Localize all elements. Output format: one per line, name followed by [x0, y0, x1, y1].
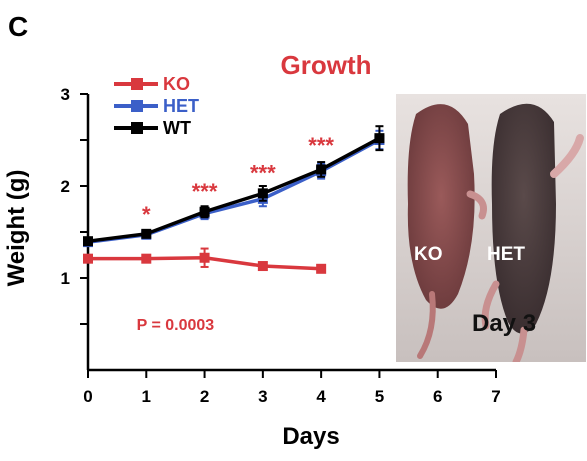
- legend-label: HET: [163, 96, 199, 116]
- significance-stars: ***: [250, 160, 276, 185]
- series-het: [83, 129, 385, 248]
- legend-label: WT: [163, 118, 191, 138]
- series-group: [83, 125, 385, 274]
- series-line: [87, 138, 381, 244]
- significance-stars: *: [142, 202, 151, 227]
- y-tick-label: 3: [61, 85, 70, 104]
- x-tick-label: 6: [433, 387, 442, 406]
- y-ticks: 1 2 3: [61, 85, 88, 325]
- annotations: **********P = 0.0003: [137, 133, 335, 334]
- data-point: [83, 236, 93, 247]
- data-point: [374, 133, 385, 144]
- data-point: [199, 206, 210, 217]
- data-point: [141, 228, 152, 239]
- photo-image: [396, 94, 586, 362]
- x-tick-label: 3: [258, 387, 267, 406]
- chart-title: Growth: [281, 50, 372, 80]
- photo-day-label: Day 3: [472, 310, 537, 337]
- data-point: [199, 252, 210, 263]
- data-point: [316, 164, 327, 175]
- x-tick-label: 5: [375, 387, 384, 406]
- legend-item-ko: KO: [114, 74, 190, 94]
- legend-marker: [131, 78, 143, 90]
- data-point: [141, 253, 152, 264]
- legend-item-het: HET: [114, 96, 199, 116]
- legend-label: KO: [163, 74, 190, 94]
- significance-stars: ***: [192, 179, 218, 204]
- x-tick-label: 0: [83, 387, 92, 406]
- series-ko: [83, 247, 327, 274]
- y-tick-label: 2: [61, 177, 70, 196]
- legend-marker: [131, 122, 143, 134]
- x-axis-label: Days: [282, 423, 339, 450]
- x-tick-label: 1: [142, 387, 151, 406]
- data-point: [316, 263, 327, 274]
- y-tick-label: 1: [61, 269, 70, 288]
- significance-stars: ***: [308, 133, 334, 158]
- series-wt: [83, 125, 385, 247]
- photo-ko-label: KO: [414, 244, 443, 265]
- y-axis-label: Weight (g): [3, 170, 30, 287]
- panel-label: C: [8, 11, 28, 42]
- legend-item-wt: WT: [114, 118, 191, 138]
- mouse-pups-photo: KO HET Day 3: [396, 94, 586, 362]
- legend-marker: [131, 100, 143, 112]
- x-ticks: 0 1 2 3 4 5 6 7: [83, 370, 501, 406]
- p-value-annotation: P = 0.0003: [137, 317, 215, 334]
- x-tick-label: 7: [491, 387, 500, 406]
- data-point: [257, 261, 268, 272]
- data-point: [83, 253, 93, 264]
- data-point: [257, 188, 268, 199]
- x-tick-label: 2: [200, 387, 209, 406]
- series-line: [87, 136, 381, 243]
- photo-het-label: HET: [487, 244, 525, 265]
- x-tick-label: 4: [316, 387, 326, 406]
